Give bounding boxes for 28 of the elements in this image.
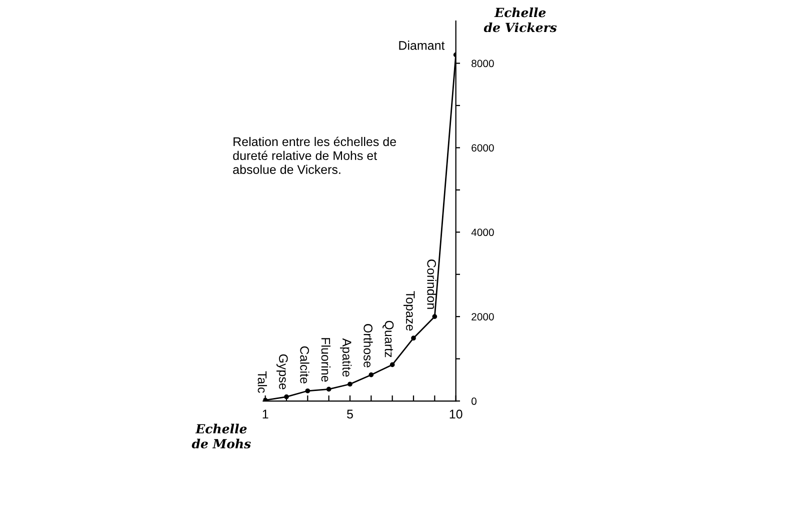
annotation: Gypse [276,354,288,390]
point [368,372,374,378]
y-tick-label: 8000 [472,60,494,68]
point [411,336,416,341]
x-axis-title: Echelle de Mohs [192,424,251,448]
annotation: Apatite [340,338,352,377]
annotation: Fluorine [321,338,330,382]
x-tick-label: 5 [347,410,353,419]
y-tick-label: 0 [472,398,477,405]
annotation: Orthose [364,324,373,368]
point [326,386,332,392]
y-axis-title: Echelle de Vickers [484,8,557,32]
annotation: Talc [258,371,267,393]
x-tick-label: 1 [262,410,268,418]
x-tick-label: 10 [450,410,462,419]
point [305,388,310,394]
annotation: Relation entre les échelles de dureté relative de Mohs et absolue de Vickers. [233,136,396,174]
annotation: Diamant [399,40,445,50]
point [348,382,352,387]
y-tick-label: 6000 [472,144,494,152]
annotation: Calcite [300,346,310,384]
annotation: Topaze [404,291,415,331]
y-tick-label: 2000 [472,313,494,320]
annotation: Quartz [382,320,394,358]
point [390,362,395,368]
annotation: Corindon [427,260,436,309]
point [432,314,438,320]
y-tick-label: 4000 [471,228,494,236]
